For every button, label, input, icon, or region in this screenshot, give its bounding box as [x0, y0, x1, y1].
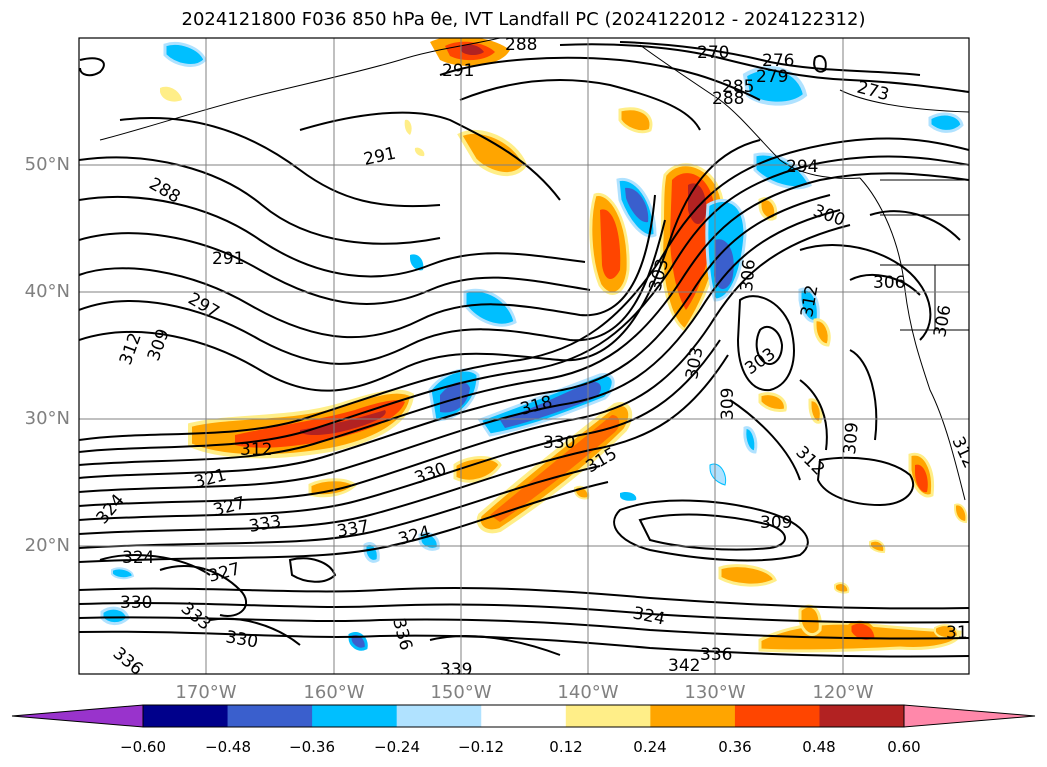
contour-label: 336 — [700, 645, 732, 665]
colorbar-segment — [143, 705, 229, 727]
contour-label: 291 — [442, 61, 474, 81]
map-frame — [78, 37, 970, 675]
colorbar-segment — [819, 705, 905, 727]
colorbar-tick: 0.60 — [887, 738, 921, 756]
contour-label: 288 — [505, 35, 537, 55]
colorbar-tick: 0.12 — [549, 738, 583, 756]
contour-label: 309 — [718, 388, 738, 420]
colorbar-tick: −0.36 — [289, 738, 335, 756]
contour-label: 339 — [440, 660, 472, 680]
contour-label: 309 — [760, 513, 792, 533]
contour-label: 312 — [946, 623, 978, 643]
contour-label: 330 — [120, 593, 152, 613]
colorbar-segment — [312, 705, 398, 727]
shaded-patches — [100, 38, 968, 653]
colorbar-tick: −0.12 — [458, 738, 504, 756]
coastlines — [99, 38, 969, 501]
colorbar-segment — [481, 705, 567, 727]
colorbar-segment — [227, 705, 313, 727]
theta-e-contours — [79, 41, 969, 658]
lat-label-40n: 40°N — [24, 281, 70, 302]
lat-label-50n: 50°N — [24, 154, 70, 175]
contour-label: 306 — [737, 258, 760, 292]
colorbar-tick: −0.48 — [205, 738, 251, 756]
contour-label: 270 — [697, 43, 729, 63]
lon-label-150w: 150°W — [430, 682, 492, 703]
contour-label: 288 — [712, 89, 744, 109]
graticule — [79, 38, 969, 674]
contour-label: 285 — [722, 77, 754, 97]
colorbar-extend-high — [903, 704, 1036, 728]
contour-label: 294 — [786, 157, 818, 177]
colorbar-tick: 0.36 — [718, 738, 752, 756]
lon-label-170w: 170°W — [175, 682, 237, 703]
colorbar-segment — [650, 705, 736, 727]
contour-label: 342 — [668, 656, 700, 676]
colorbar-tick: −0.60 — [120, 738, 166, 756]
lon-label-120w: 120°W — [812, 682, 874, 703]
lat-label-20n: 20°N — [24, 535, 70, 556]
contour-label: 306 — [873, 273, 905, 293]
contour-label: 276 — [762, 51, 794, 71]
colorbar-tick: 0.24 — [633, 738, 667, 756]
contour-label: 324 — [122, 548, 154, 568]
lon-label-130w: 130°W — [684, 682, 746, 703]
colorbar-segment — [565, 705, 651, 727]
contour-label: 309 — [840, 421, 863, 455]
contour-label: 330 — [543, 433, 575, 453]
colorbar-tick: −0.24 — [374, 738, 420, 756]
map-title: 2024121800 F036 850 hPa θe, IVT Landfall… — [181, 9, 866, 30]
map-content: 288 291 291 270 276 279 273 285 288 294 … — [79, 35, 978, 680]
colorbar-segment — [396, 705, 482, 727]
colorbar-segment — [734, 705, 820, 727]
contour-label: 279 — [756, 67, 788, 87]
contour-label: 291 — [212, 249, 244, 269]
colorbar-tick: 0.48 — [802, 738, 836, 756]
lon-label-160w: 160°W — [303, 682, 365, 703]
colorbar-extend-low — [11, 704, 144, 728]
lat-label-30n: 30°N — [24, 408, 70, 429]
colorbar — [11, 704, 1036, 728]
lon-label-140w: 140°W — [557, 682, 619, 703]
contour-label: 312 — [240, 440, 272, 460]
